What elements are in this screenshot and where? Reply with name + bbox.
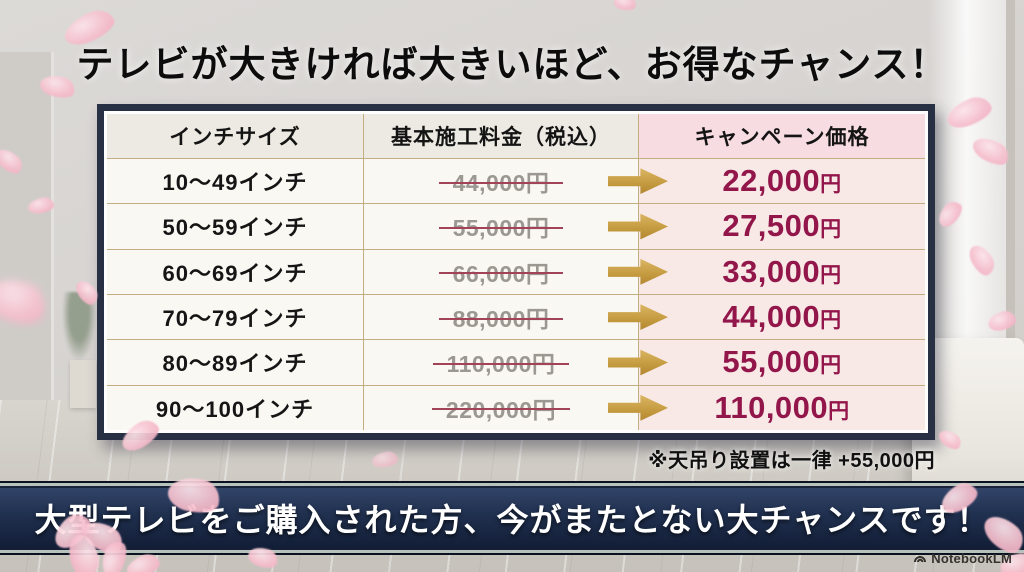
size-label: 70〜79インチ bbox=[162, 306, 308, 332]
table-row-old-price: 55,000円 bbox=[364, 204, 668, 249]
table-row-campaign-price: 55,000円 bbox=[639, 340, 925, 385]
campaign-price: 44,000円 bbox=[722, 299, 842, 335]
notebooklm-icon bbox=[913, 552, 927, 566]
strikethrough-price: 66,000円 bbox=[438, 255, 564, 289]
pricing-table: インチサイズ 基本施工料金（税込） キャンペーン価格 10〜49インチ 44,0… bbox=[97, 104, 935, 440]
column-header-campaign-price: キャンペーン価格 bbox=[639, 114, 925, 158]
yen-suffix: 円 bbox=[820, 173, 842, 197]
column-header-size: インチサイズ bbox=[107, 114, 363, 158]
table-row-campaign-price: 110,000円 bbox=[639, 385, 925, 430]
strikethrough-price: 44,000円 bbox=[438, 164, 564, 198]
campaign-price: 22,000円 bbox=[722, 163, 842, 199]
size-label: 90〜100インチ bbox=[155, 396, 315, 422]
size-label: 80〜89インチ bbox=[162, 351, 308, 377]
table-row-old-price: 44,000円 bbox=[364, 159, 668, 204]
campaign-price: 27,500円 bbox=[722, 208, 842, 244]
ceiling-mount-note: ※天吊り設置は一律 +55,000円 bbox=[648, 450, 935, 472]
yen-suffix: 円 bbox=[820, 354, 842, 378]
size-label: 50〜59インチ bbox=[162, 215, 308, 241]
table-row-old-price: 88,000円 bbox=[364, 294, 668, 340]
strikethrough-price: 55,000円 bbox=[438, 209, 564, 243]
sakura-petal bbox=[612, 0, 638, 12]
campaign-price: 55,000円 bbox=[722, 344, 842, 380]
table-row-campaign-price: 33,000円 bbox=[639, 249, 925, 294]
table-row-campaign-price: 22,000円 bbox=[639, 159, 925, 204]
page-title: テレビが大きければ大きいほど、お得なチャンス！ bbox=[76, 45, 948, 86]
wall-doorway bbox=[0, 52, 54, 404]
table-row-campaign-price: 44,000円 bbox=[639, 294, 925, 340]
table-row-size: 10〜49インチ bbox=[107, 159, 363, 204]
yen-suffix: 円 bbox=[820, 309, 842, 333]
yen-suffix: 円 bbox=[820, 218, 842, 242]
table-row-size: 60〜69インチ bbox=[107, 249, 363, 294]
yen-suffix: 円 bbox=[820, 263, 842, 287]
table-row-old-price: 66,000円 bbox=[364, 249, 668, 294]
table-row-campaign-price: 27,500円 bbox=[639, 204, 925, 249]
table-row-old-price: 220,000円 bbox=[364, 385, 668, 430]
side-table bbox=[70, 360, 96, 408]
table-row-size: 80〜89インチ bbox=[107, 340, 363, 385]
campaign-price: 33,000円 bbox=[722, 253, 842, 289]
campaign-price: 110,000円 bbox=[714, 389, 850, 425]
strikethrough-price: 88,000円 bbox=[438, 300, 564, 334]
size-label: 60〜69インチ bbox=[162, 260, 308, 286]
table-row-old-price: 110,000円 bbox=[364, 340, 668, 385]
strikethrough-price: 110,000円 bbox=[432, 345, 570, 379]
table-row-size: 50〜59インチ bbox=[107, 204, 363, 249]
column-header-base-price: 基本施工料金（税込） bbox=[364, 114, 638, 158]
size-label: 10〜49インチ bbox=[162, 170, 308, 196]
notebooklm-watermark: NotebookLM bbox=[913, 551, 1012, 566]
table-row-size: 70〜79インチ bbox=[107, 294, 363, 340]
watermark-label: NotebookLM bbox=[931, 551, 1012, 566]
bottom-banner: 大型テレビをご購入された方、今がまたとない大チャンスです！ bbox=[0, 483, 1024, 553]
yen-suffix: 円 bbox=[828, 399, 850, 423]
pricing-grid: インチサイズ 基本施工料金（税込） キャンペーン価格 10〜49インチ 44,0… bbox=[107, 114, 925, 430]
strikethrough-price: 220,000円 bbox=[431, 391, 571, 425]
window-frame bbox=[1006, 0, 1015, 470]
